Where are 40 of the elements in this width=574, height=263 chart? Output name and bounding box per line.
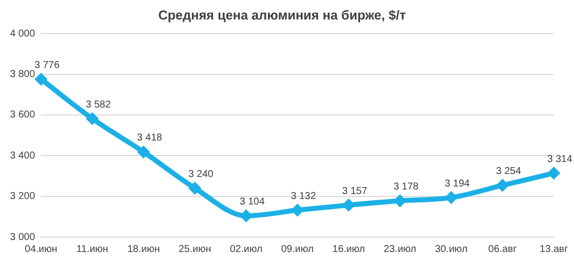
x-tick-label: 06.авг [488, 244, 518, 255]
y-tick-label: 4 000 [10, 28, 36, 40]
x-tick-label: 16.июл [332, 244, 366, 255]
chart-title: Средняя цена алюминия на бирже, $/т [158, 7, 406, 22]
x-tick-label: 25.июн [178, 244, 212, 255]
point [36, 74, 47, 85]
point [343, 200, 354, 211]
data-label: 3 582 [86, 99, 112, 110]
data-label: 3 240 [188, 168, 214, 180]
data-label: 3 132 [290, 190, 316, 202]
point [292, 204, 303, 216]
x-tick-label: 04.июн [24, 244, 58, 255]
data-label: 3 254 [496, 166, 522, 178]
data-label: 3 314 [547, 154, 573, 165]
point [240, 210, 252, 222]
point [497, 180, 508, 191]
point [138, 146, 150, 158]
x-tick-label: 30.июл [434, 244, 468, 255]
y-tick-label: 3 600 [10, 110, 36, 121]
point [548, 168, 560, 179]
x-tick-label: 02.июл [230, 244, 263, 255]
data-label: 3 776 [34, 60, 60, 71]
data-label: 3 157 [342, 186, 368, 197]
x-tick-label: 18.июн [127, 244, 160, 255]
x-tick-label: 09.июл [281, 244, 314, 255]
x-tick-label: 23.июл [384, 244, 416, 255]
y-tick-label: 3 000 [10, 232, 36, 243]
data-label: 3 194 [444, 178, 470, 190]
point [446, 192, 457, 204]
data-label: 3 178 [393, 182, 419, 193]
point [394, 195, 406, 206]
x-tick-label: 11.июн [76, 244, 108, 255]
x-tick-label: 13.авг [540, 244, 568, 255]
y-tick-label: 3 400 [10, 150, 36, 162]
y-tick-label: 3 800 [10, 69, 36, 80]
data-label: 3 418 [137, 132, 163, 144]
data-label: 3 104 [240, 196, 266, 208]
y-tick-label: 3 200 [10, 191, 36, 202]
point [86, 113, 98, 124]
point [189, 182, 200, 194]
